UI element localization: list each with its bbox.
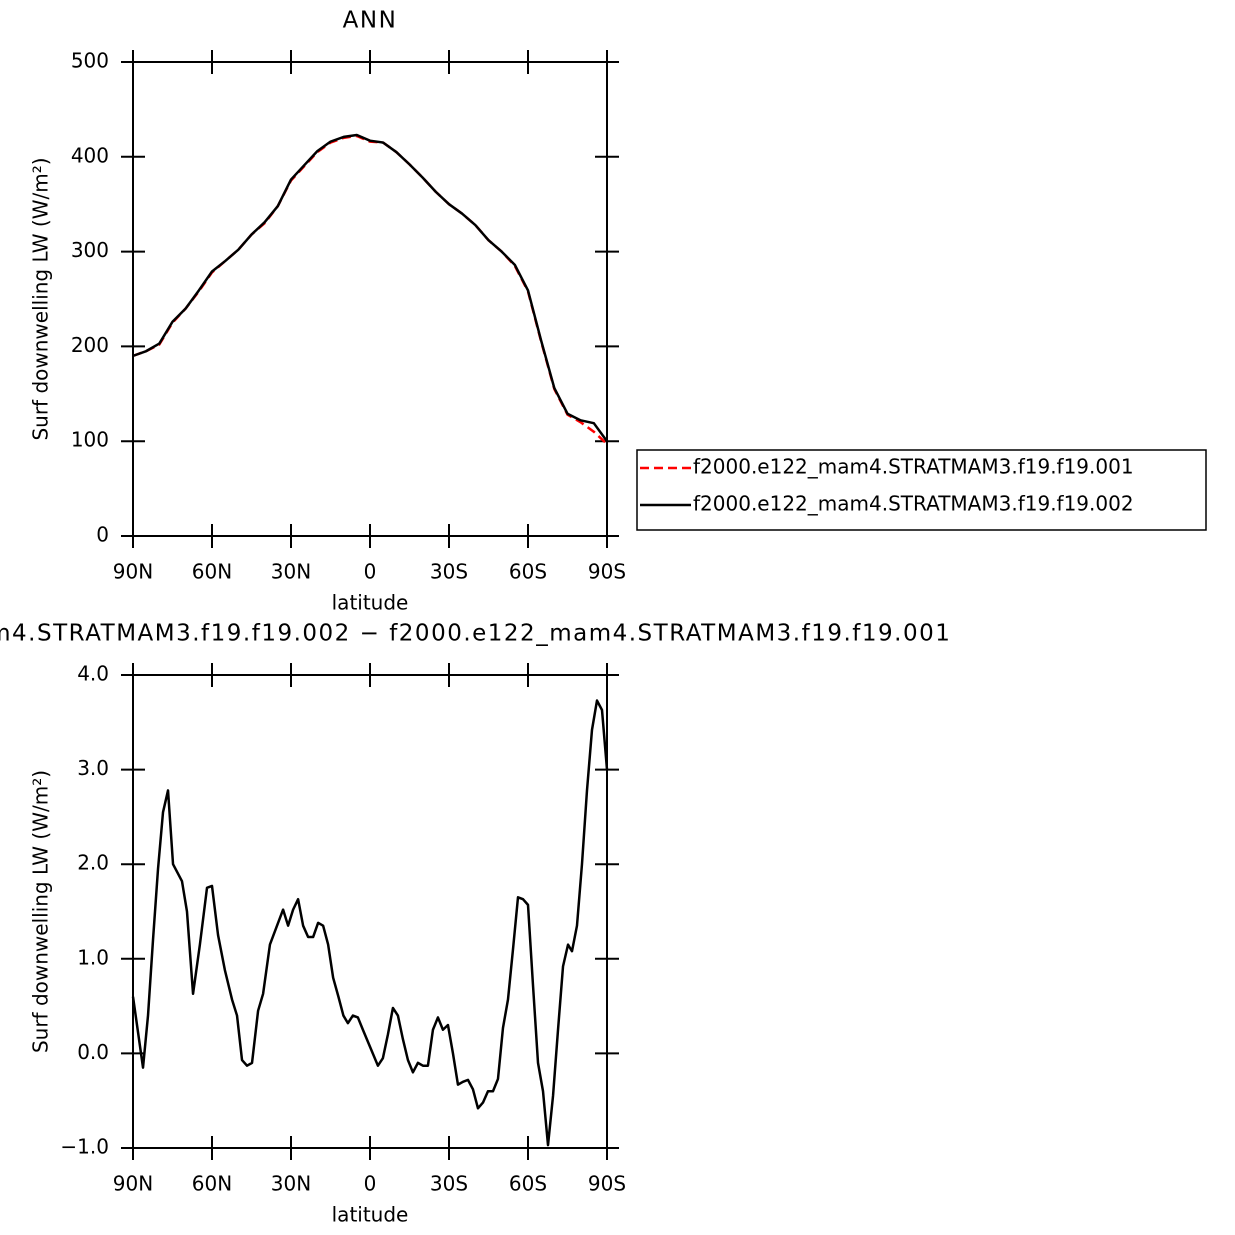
x-tick-label: 30N	[271, 1172, 311, 1196]
x-tick-label: 60N	[192, 560, 232, 584]
x-tick-label: 60S	[509, 1172, 547, 1196]
y-tick-label: 1.0	[77, 945, 109, 969]
y-tick-label: 4.0	[77, 662, 109, 686]
x-tick-label: 90S	[588, 1172, 626, 1196]
y-tick-label: 2.0	[77, 851, 109, 875]
y-axis-label: Surf downwelling LW (W/m²)	[29, 157, 53, 440]
legend-label: f2000.e122_mam4.STRATMAM3.f19.f19.002	[693, 492, 1134, 516]
x-tick-label: 90N	[113, 1172, 153, 1196]
x-tick-label: 0	[364, 1172, 377, 1196]
y-tick-label: 3.0	[77, 756, 109, 780]
plot-frame	[132, 61, 608, 537]
x-tick-label: 90S	[588, 560, 626, 584]
chart-title: ANN	[343, 8, 398, 34]
legend-box	[636, 449, 1207, 531]
y-tick-label: 100	[71, 428, 109, 452]
plot-frame	[132, 674, 608, 1149]
x-tick-label: 60N	[192, 1172, 232, 1196]
x-axis-label: latitude	[332, 1203, 409, 1227]
x-tick-label: 30S	[430, 560, 468, 584]
legend-label: f2000.e122_mam4.STRATMAM3.f19.f19.001	[693, 455, 1134, 479]
y-axis-label: Surf downwelling LW (W/m²)	[29, 770, 53, 1053]
y-tick-label: −1.0	[60, 1135, 109, 1159]
y-tick-label: 0.0	[77, 1040, 109, 1064]
x-tick-label: 30S	[430, 1172, 468, 1196]
data-line	[131, 699, 609, 1147]
chart-title: f2000.e122_mam4.STRATMAM3.f19.f19.002 − …	[0, 621, 951, 647]
y-tick-label: 500	[71, 49, 109, 73]
y-tick-label: 300	[71, 238, 109, 262]
data-line	[132, 134, 608, 445]
x-tick-label: 60S	[509, 560, 547, 584]
y-tick-label: 400	[71, 143, 109, 167]
y-tick-label: 200	[71, 333, 109, 357]
data-line	[132, 133, 609, 442]
y-tick-label: 0	[96, 523, 109, 547]
x-tick-label: 90N	[113, 560, 153, 584]
x-axis-label: latitude	[332, 591, 409, 615]
x-tick-label: 30N	[271, 560, 311, 584]
x-tick-label: 0	[364, 560, 377, 584]
